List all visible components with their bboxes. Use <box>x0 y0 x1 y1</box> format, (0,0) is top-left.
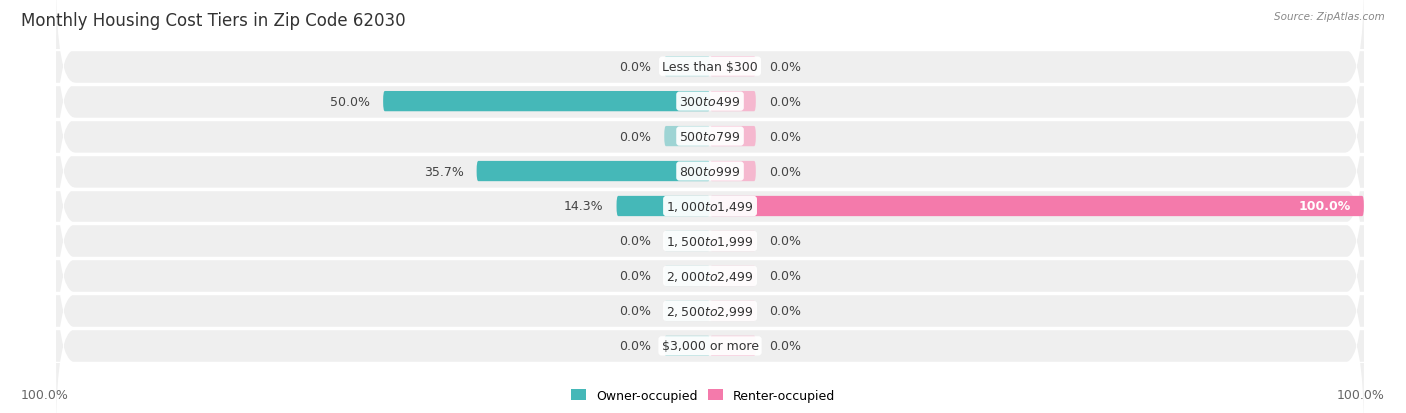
Text: $1,500 to $1,999: $1,500 to $1,999 <box>666 235 754 248</box>
Text: 0.0%: 0.0% <box>769 235 801 248</box>
Text: $300 to $499: $300 to $499 <box>679 95 741 108</box>
Text: 14.3%: 14.3% <box>564 200 603 213</box>
FancyBboxPatch shape <box>664 127 710 147</box>
Text: 0.0%: 0.0% <box>769 339 801 352</box>
FancyBboxPatch shape <box>710 57 756 77</box>
FancyBboxPatch shape <box>56 258 1364 413</box>
Text: 0.0%: 0.0% <box>769 61 801 74</box>
Text: $1,000 to $1,499: $1,000 to $1,499 <box>666 199 754 214</box>
FancyBboxPatch shape <box>382 92 710 112</box>
FancyBboxPatch shape <box>710 231 756 252</box>
Text: 35.7%: 35.7% <box>423 165 464 178</box>
Text: $3,000 or more: $3,000 or more <box>662 339 758 352</box>
Text: Monthly Housing Cost Tiers in Zip Code 62030: Monthly Housing Cost Tiers in Zip Code 6… <box>21 12 406 30</box>
FancyBboxPatch shape <box>664 301 710 321</box>
FancyBboxPatch shape <box>664 57 710 77</box>
Text: 0.0%: 0.0% <box>769 165 801 178</box>
Text: 0.0%: 0.0% <box>769 305 801 318</box>
FancyBboxPatch shape <box>477 161 710 182</box>
FancyBboxPatch shape <box>56 49 1364 225</box>
Text: 0.0%: 0.0% <box>619 305 651 318</box>
Text: 0.0%: 0.0% <box>619 235 651 248</box>
FancyBboxPatch shape <box>710 127 756 147</box>
Text: 0.0%: 0.0% <box>769 95 801 108</box>
Text: 100.0%: 100.0% <box>1299 200 1351 213</box>
FancyBboxPatch shape <box>56 223 1364 399</box>
FancyBboxPatch shape <box>710 266 756 286</box>
Text: 100.0%: 100.0% <box>21 388 69 401</box>
FancyBboxPatch shape <box>710 161 756 182</box>
Text: 0.0%: 0.0% <box>769 130 801 143</box>
FancyBboxPatch shape <box>617 197 710 216</box>
Text: 0.0%: 0.0% <box>619 61 651 74</box>
FancyBboxPatch shape <box>710 301 756 321</box>
Text: 0.0%: 0.0% <box>619 270 651 283</box>
Text: 50.0%: 50.0% <box>330 95 370 108</box>
FancyBboxPatch shape <box>56 14 1364 190</box>
FancyBboxPatch shape <box>664 231 710 252</box>
Text: $500 to $799: $500 to $799 <box>679 130 741 143</box>
FancyBboxPatch shape <box>56 84 1364 259</box>
Text: 100.0%: 100.0% <box>1337 388 1385 401</box>
Text: $2,500 to $2,999: $2,500 to $2,999 <box>666 304 754 318</box>
FancyBboxPatch shape <box>56 119 1364 294</box>
Text: Source: ZipAtlas.com: Source: ZipAtlas.com <box>1274 12 1385 22</box>
FancyBboxPatch shape <box>56 154 1364 329</box>
Text: $800 to $999: $800 to $999 <box>679 165 741 178</box>
Text: 0.0%: 0.0% <box>619 130 651 143</box>
FancyBboxPatch shape <box>664 266 710 286</box>
Text: Less than $300: Less than $300 <box>662 61 758 74</box>
Text: 0.0%: 0.0% <box>769 270 801 283</box>
FancyBboxPatch shape <box>56 188 1364 364</box>
Text: $2,000 to $2,499: $2,000 to $2,499 <box>666 269 754 283</box>
FancyBboxPatch shape <box>710 92 756 112</box>
FancyBboxPatch shape <box>56 0 1364 155</box>
FancyBboxPatch shape <box>664 336 710 356</box>
Legend: Owner-occupied, Renter-occupied: Owner-occupied, Renter-occupied <box>567 384 839 407</box>
FancyBboxPatch shape <box>710 336 756 356</box>
FancyBboxPatch shape <box>710 197 1364 216</box>
Text: 0.0%: 0.0% <box>619 339 651 352</box>
